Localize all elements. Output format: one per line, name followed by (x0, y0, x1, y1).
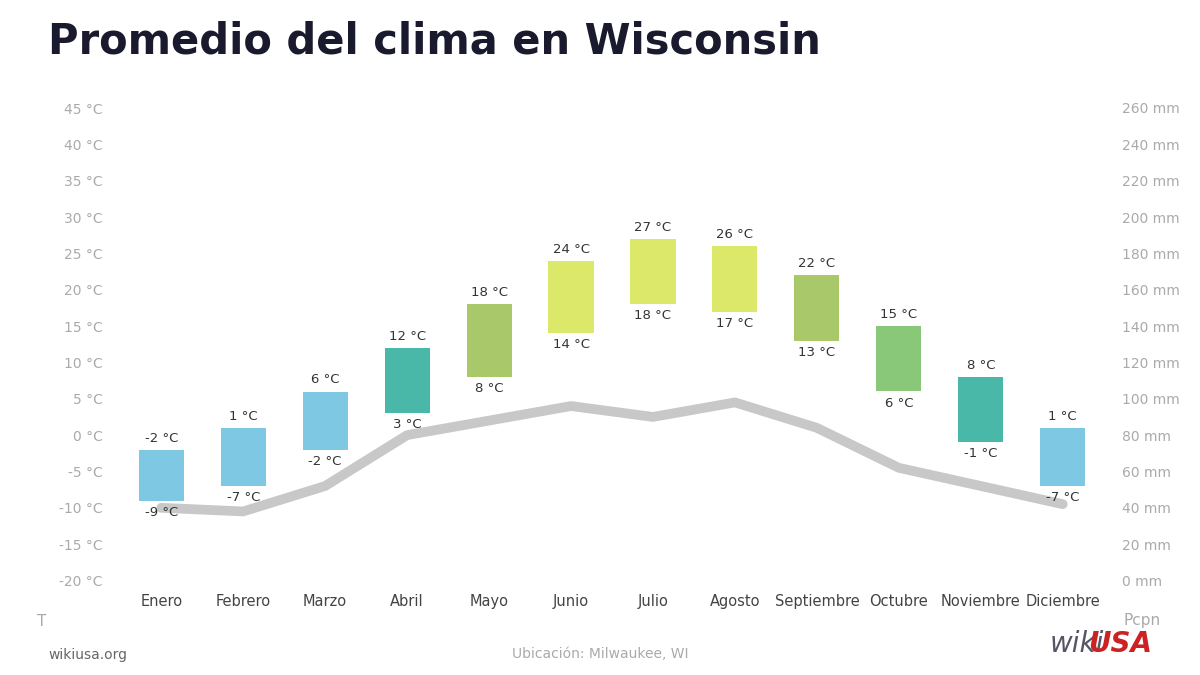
Text: 6 °C: 6 °C (311, 373, 340, 386)
Bar (384, 348, 430, 413)
Text: 1 °C: 1 °C (229, 410, 258, 423)
Bar (139, 450, 184, 501)
Text: wikiusa.org: wikiusa.org (48, 647, 127, 662)
Text: T: T (37, 614, 47, 628)
Text: 24 °C: 24 °C (552, 242, 589, 256)
Text: -9 °C: -9 °C (145, 506, 178, 518)
Text: 8 °C: 8 °C (966, 359, 995, 372)
Text: 18 °C: 18 °C (470, 286, 508, 299)
Bar (794, 275, 840, 341)
Bar (959, 377, 1003, 442)
Bar (302, 392, 348, 450)
Text: 13 °C: 13 °C (798, 346, 835, 358)
Bar (630, 239, 676, 304)
Text: 22 °C: 22 °C (798, 257, 835, 270)
Text: Ubicación: Milwaukee, WI: Ubicación: Milwaukee, WI (511, 647, 689, 662)
Bar (1040, 428, 1085, 486)
Text: 18 °C: 18 °C (635, 309, 672, 323)
Text: 27 °C: 27 °C (635, 221, 672, 234)
Text: 6 °C: 6 °C (884, 397, 913, 410)
Bar (467, 304, 511, 377)
Text: 14 °C: 14 °C (552, 338, 589, 352)
Bar (713, 246, 757, 312)
Text: wiki: wiki (1050, 630, 1104, 658)
Text: -2 °C: -2 °C (308, 455, 342, 468)
Bar (548, 261, 594, 333)
Text: 8 °C: 8 °C (475, 382, 503, 395)
Bar (221, 428, 265, 486)
Text: -7 °C: -7 °C (1046, 491, 1080, 504)
Bar (876, 326, 922, 391)
Text: 26 °C: 26 °C (716, 228, 754, 241)
Text: Promedio del clima en Wisconsin: Promedio del clima en Wisconsin (48, 20, 821, 62)
Text: -7 °C: -7 °C (227, 491, 260, 504)
Text: 3 °C: 3 °C (392, 418, 421, 431)
Text: 1 °C: 1 °C (1049, 410, 1078, 423)
Text: 12 °C: 12 °C (389, 330, 426, 343)
Text: -2 °C: -2 °C (144, 431, 178, 445)
Text: USA: USA (1088, 630, 1152, 658)
Text: Pcpn: Pcpn (1124, 614, 1160, 628)
Text: -1 °C: -1 °C (964, 448, 997, 460)
Text: 17 °C: 17 °C (716, 317, 754, 329)
Text: 15 °C: 15 °C (881, 308, 917, 321)
